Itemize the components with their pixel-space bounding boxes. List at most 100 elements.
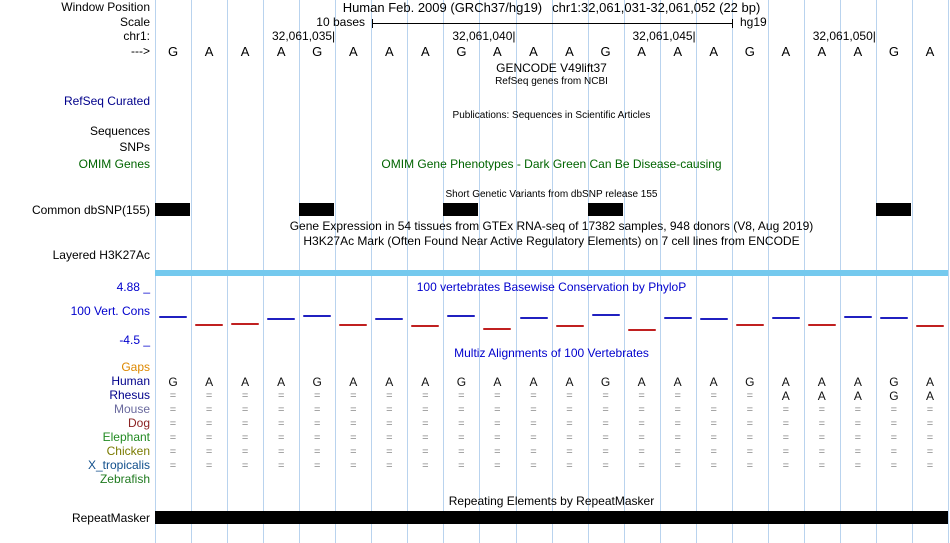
base-letter: A bbox=[493, 44, 502, 59]
strand-label: ---> bbox=[131, 44, 150, 58]
alignment-cell: = bbox=[313, 460, 321, 472]
alignment-row-dog[interactable]: = = = = = = = = = = = = = = = = = = = = = = bbox=[0, 417, 950, 431]
alignment-cell: A bbox=[385, 375, 394, 389]
alignment-cell: = bbox=[710, 446, 717, 458]
position-range: chr1:32,061,031-32,061,052 (22 bp) bbox=[552, 0, 761, 15]
snp-box[interactable] bbox=[875, 203, 911, 216]
base-letter: A bbox=[348, 44, 358, 59]
common-dbsnp-label[interactable]: Common dbSNP(155) bbox=[31, 203, 150, 217]
alignment-cell: = bbox=[277, 390, 285, 402]
base-letter: A bbox=[673, 44, 683, 59]
snp-box[interactable] bbox=[299, 203, 335, 216]
alignment-cell: = bbox=[422, 460, 429, 472]
alignment-row-chicken[interactable]: = = = = = = = = = = = = = = = = = = = = = = bbox=[0, 445, 950, 459]
species-label-zebrafish[interactable]: Zebrafish bbox=[99, 472, 150, 486]
conservation-mark bbox=[267, 318, 296, 321]
alignment-cell: = bbox=[241, 390, 249, 402]
conservation-mark bbox=[231, 323, 260, 326]
conservation-mark bbox=[627, 328, 656, 331]
conservation-mark bbox=[159, 316, 187, 319]
base-letter: A bbox=[384, 44, 394, 59]
publications-track-title[interactable]: Publications: Sequences in Scientific Ar… bbox=[452, 110, 651, 121]
gridline bbox=[948, 0, 949, 543]
alignment-cell: = bbox=[746, 460, 754, 472]
base-letter: G bbox=[167, 44, 179, 59]
alignment-cell: = bbox=[818, 446, 826, 458]
gaps-label[interactable]: Gaps bbox=[121, 360, 150, 374]
conservation-mark bbox=[843, 316, 872, 319]
alignment-row-mouse[interactable]: = = = = = = = = = = = = = = = = = = = = = = bbox=[0, 403, 950, 417]
alignment-cell: A bbox=[781, 375, 790, 389]
repeatmasker-track-title[interactable]: Repeating Elements by RepeatMasker bbox=[448, 494, 655, 508]
cons-min-label: -4.5 _ bbox=[119, 333, 150, 347]
window-position-label: Window Position bbox=[61, 0, 150, 14]
alignment-cell: = bbox=[638, 404, 645, 416]
alignment-cell: = bbox=[854, 404, 862, 416]
base-letter: A bbox=[781, 44, 791, 59]
alignment-cell: G bbox=[168, 375, 178, 389]
refseq-track-title[interactable]: RefSeq genes from NCBI bbox=[495, 76, 608, 87]
conservation-mark bbox=[555, 325, 584, 328]
dbsnp-track-title[interactable]: Short Genetic Variants from dbSNP releas… bbox=[445, 189, 658, 200]
repeatmasker-label[interactable]: RepeatMasker bbox=[71, 511, 150, 525]
alignment-cell: = bbox=[277, 460, 285, 472]
repeatmasker-bar[interactable] bbox=[155, 511, 948, 524]
gtex-track-title[interactable]: Gene Expression in 54 tissues from GTEx … bbox=[289, 219, 814, 233]
alignment-cell: = bbox=[746, 390, 754, 402]
alignment-cell: = bbox=[566, 390, 573, 402]
cons-track-label[interactable]: 100 Vert. Cons bbox=[70, 304, 150, 318]
species-label-dog[interactable]: Dog bbox=[127, 416, 150, 430]
conservation-mark bbox=[699, 318, 728, 321]
snp-box[interactable] bbox=[155, 203, 190, 216]
alignment-cell: = bbox=[494, 446, 501, 458]
alignment-cell: = bbox=[602, 460, 609, 472]
alignment-cell: = bbox=[494, 418, 501, 430]
refseq-curated-label[interactable]: RefSeq Curated bbox=[63, 94, 150, 108]
layered-h3k27ac-label[interactable]: Layered H3K27Ac bbox=[52, 248, 150, 262]
alignment-cell: = bbox=[494, 404, 501, 416]
species-label-elephant[interactable]: Elephant bbox=[102, 430, 150, 444]
alignment-cell: = bbox=[854, 460, 862, 472]
alignment-row-rhesus[interactable]: = = = = = = = = = = = = = = = = = A A A G A bbox=[0, 389, 950, 403]
conservation-mark bbox=[879, 316, 908, 319]
alignment-cell: A bbox=[421, 375, 430, 389]
snp-box[interactable] bbox=[587, 203, 623, 216]
alignment-cell: = bbox=[566, 404, 573, 416]
alignment-cell: = bbox=[926, 418, 934, 430]
alignment-cell: = bbox=[818, 460, 826, 472]
omim-track-title[interactable]: OMIM Gene Phenotypes - Dark Green Can Be… bbox=[381, 157, 722, 171]
snp-box[interactable] bbox=[443, 203, 479, 216]
alignment-cell: = bbox=[350, 418, 357, 430]
sequences-label[interactable]: Sequences bbox=[89, 124, 150, 138]
alignment-cell: = bbox=[566, 432, 573, 444]
base-letter: A bbox=[240, 44, 250, 59]
base-letter: G bbox=[312, 44, 323, 59]
species-label-x_tropicalis[interactable]: X_tropicalis bbox=[87, 458, 150, 472]
conservation-mark bbox=[447, 314, 476, 317]
scale-bar-label: 10 bases bbox=[316, 15, 365, 29]
alignment-row-elephant[interactable]: = = = = = = = = = = = = = = = = = = = = = = bbox=[0, 431, 950, 445]
h3k27ac-track-title[interactable]: H3K27Ac Mark (Often Found Near Active Re… bbox=[303, 234, 800, 248]
alignment-row-x_tropicalis[interactable]: = = = = = = = = = = = = = = = = = = = = = = bbox=[0, 459, 950, 473]
chrom-label: chr1: bbox=[123, 29, 150, 43]
h3k27ac-signal-bar[interactable] bbox=[155, 270, 948, 276]
alignment-cell: = bbox=[638, 446, 645, 458]
alignment-cell: = bbox=[458, 418, 465, 430]
alignment-row-zebrafish[interactable] bbox=[0, 473, 950, 487]
species-label-mouse[interactable]: Mouse bbox=[113, 402, 150, 416]
species-label-rhesus[interactable]: Rhesus bbox=[109, 388, 150, 402]
phylop-track-title[interactable]: 100 vertebrates Basewise Conservation by… bbox=[416, 280, 687, 294]
snps-label[interactable]: SNPs bbox=[119, 140, 150, 154]
alignment-cell: = bbox=[169, 390, 177, 402]
multiz-track-title[interactable]: Multiz Alignments of 100 Vertebrates bbox=[454, 346, 649, 360]
gencode-track-title[interactable]: GENCODE V49lift37 bbox=[496, 61, 607, 75]
species-label-chicken[interactable]: Chicken bbox=[106, 444, 150, 458]
species-label-human[interactable]: Human bbox=[111, 374, 150, 388]
alignment-cell: = bbox=[854, 418, 862, 430]
alignment-cell: = bbox=[386, 404, 393, 416]
omim-genes-label[interactable]: OMIM Genes bbox=[78, 157, 150, 171]
alignment-cell: A bbox=[925, 389, 935, 403]
alignment-cell: = bbox=[422, 404, 429, 416]
scale-label: Scale bbox=[119, 15, 150, 29]
